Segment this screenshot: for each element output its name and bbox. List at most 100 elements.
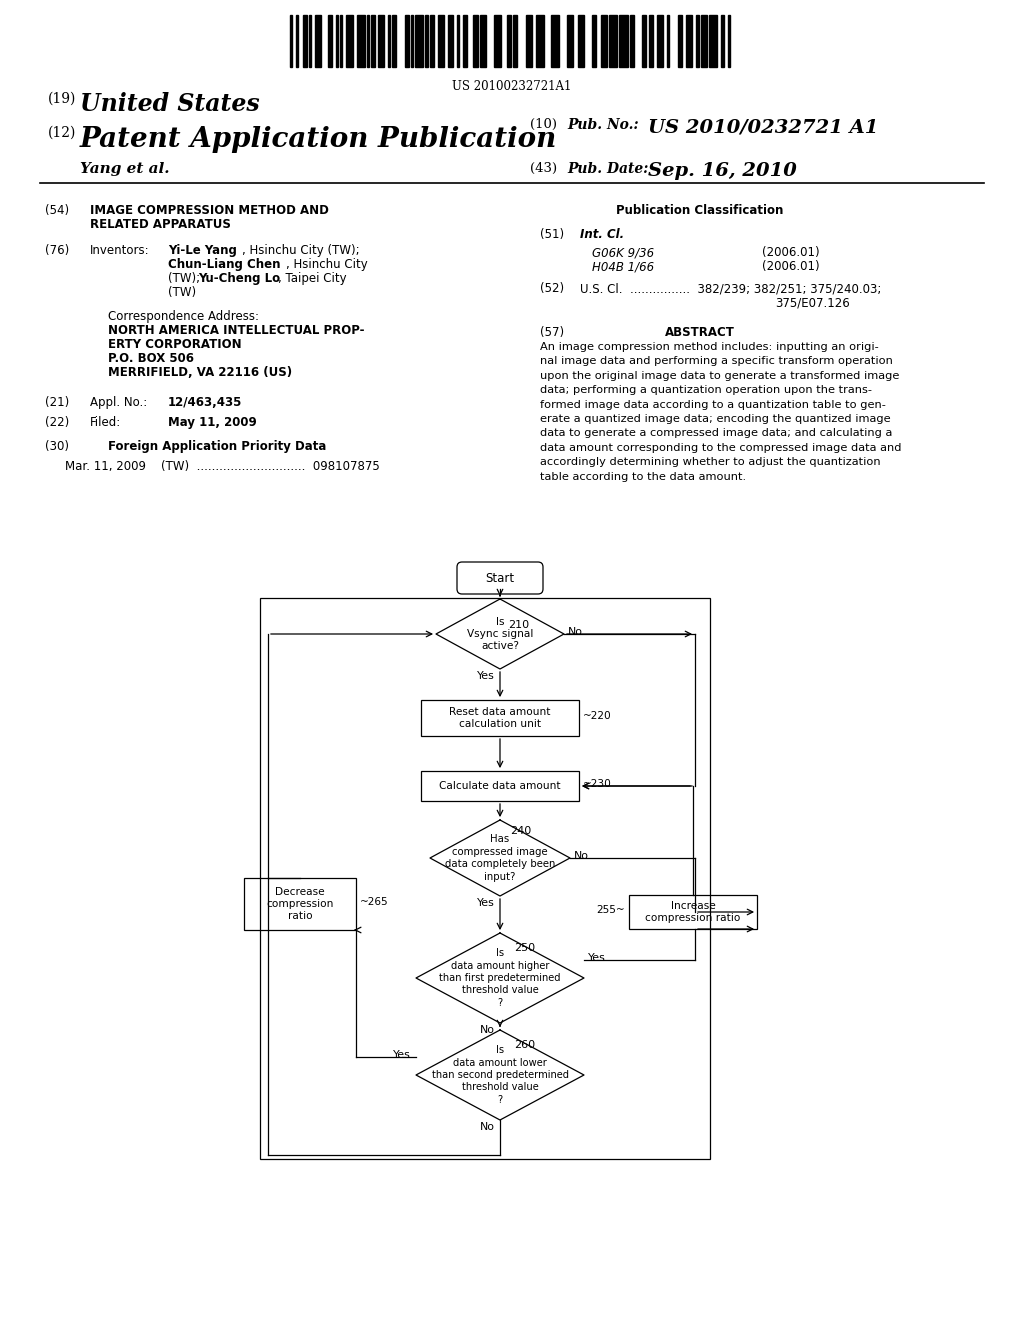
Text: IMAGE COMPRESSION METHOD AND: IMAGE COMPRESSION METHOD AND — [90, 205, 329, 216]
Text: (54): (54) — [45, 205, 70, 216]
Bar — [463, 15, 467, 67]
Bar — [356, 15, 365, 67]
Text: Yes: Yes — [477, 671, 495, 681]
Text: No: No — [568, 627, 583, 638]
Bar — [629, 895, 757, 929]
Text: Sep. 16, 2010: Sep. 16, 2010 — [648, 162, 797, 180]
Text: (21): (21) — [45, 396, 70, 409]
Bar — [513, 15, 517, 67]
Bar — [426, 15, 428, 67]
Text: (52): (52) — [540, 282, 564, 294]
Bar — [421, 700, 579, 737]
Text: 255~: 255~ — [596, 906, 625, 915]
Bar — [388, 15, 390, 67]
Text: 240: 240 — [510, 826, 531, 836]
Text: Publication Classification: Publication Classification — [616, 205, 783, 216]
Bar — [328, 15, 332, 67]
Text: Reset data amount
calculation unit: Reset data amount calculation unit — [450, 706, 551, 729]
Text: Foreign Application Priority Data: Foreign Application Priority Data — [108, 440, 327, 453]
Bar — [709, 15, 718, 67]
Text: Yes: Yes — [477, 898, 495, 908]
Text: ERTY CORPORATION: ERTY CORPORATION — [108, 338, 242, 351]
Text: , Hsinchu City (TW);: , Hsinchu City (TW); — [242, 244, 359, 257]
Text: Correspondence Address:: Correspondence Address: — [108, 310, 259, 323]
Text: (43): (43) — [530, 162, 557, 176]
Text: NORTH AMERICA INTELLECTUAL PROP-: NORTH AMERICA INTELLECTUAL PROP- — [108, 323, 365, 337]
Bar — [536, 15, 545, 67]
Text: US 2010/0232721 A1: US 2010/0232721 A1 — [648, 117, 879, 136]
Bar — [438, 15, 444, 67]
Bar — [648, 15, 652, 67]
Text: , Taipei City: , Taipei City — [278, 272, 347, 285]
Text: Yang et al.: Yang et al. — [80, 162, 170, 176]
Bar — [525, 15, 531, 67]
Bar — [315, 15, 322, 67]
Text: Int. Cl.: Int. Cl. — [580, 228, 624, 242]
Bar — [309, 15, 311, 67]
Text: Increase
compression ratio: Increase compression ratio — [645, 900, 740, 923]
Text: Chun-Liang Chen: Chun-Liang Chen — [168, 257, 281, 271]
Text: (30): (30) — [45, 440, 69, 453]
Bar — [260, 598, 710, 1159]
Bar — [290, 15, 292, 67]
Bar — [411, 15, 413, 67]
Bar — [728, 15, 730, 67]
Bar — [686, 15, 692, 67]
Text: H04B 1/66: H04B 1/66 — [592, 260, 654, 273]
Text: MERRIFIELD, VA 22116 (US): MERRIFIELD, VA 22116 (US) — [108, 366, 292, 379]
Text: Appl. No.:: Appl. No.: — [90, 396, 147, 409]
Text: US 20100232721A1: US 20100232721A1 — [453, 81, 571, 92]
Text: Patent Application Publication: Patent Application Publication — [80, 125, 557, 153]
Bar — [473, 15, 477, 67]
Text: (51): (51) — [540, 228, 564, 242]
Text: (10): (10) — [530, 117, 557, 131]
Text: 12/463,435: 12/463,435 — [168, 396, 243, 409]
Bar — [421, 771, 579, 801]
Bar — [372, 15, 376, 67]
Bar — [457, 15, 459, 67]
Bar — [630, 15, 634, 67]
Bar — [567, 15, 573, 67]
Text: (22): (22) — [45, 416, 70, 429]
Bar — [609, 15, 617, 67]
Text: 250: 250 — [514, 942, 536, 953]
Bar — [430, 15, 434, 67]
Text: Pub. No.:: Pub. No.: — [567, 117, 639, 132]
Text: (19): (19) — [48, 92, 77, 106]
Text: (76): (76) — [45, 244, 70, 257]
Text: (2006.01): (2006.01) — [762, 260, 819, 273]
Text: 210: 210 — [508, 620, 529, 630]
Bar — [656, 15, 664, 67]
Text: Yi-Le Yang: Yi-Le Yang — [168, 244, 237, 257]
Text: May 11, 2009: May 11, 2009 — [168, 416, 257, 429]
Bar — [296, 15, 298, 67]
Text: G06K 9/36: G06K 9/36 — [592, 246, 654, 259]
Text: Decrease
compression
ratio: Decrease compression ratio — [266, 887, 334, 921]
Text: (TW);: (TW); — [168, 272, 204, 285]
Bar — [551, 15, 559, 67]
Text: Inventors:: Inventors: — [90, 244, 150, 257]
Text: Pub. Date:: Pub. Date: — [567, 162, 648, 176]
Text: , Hsinchu City: , Hsinchu City — [286, 257, 368, 271]
Text: Is
data amount lower
than second predetermined
threshold value
?: Is data amount lower than second predete… — [431, 1045, 568, 1105]
Bar — [696, 15, 698, 67]
Bar — [302, 15, 306, 67]
Text: No: No — [480, 1026, 495, 1035]
Text: United States: United States — [80, 92, 260, 116]
Bar — [244, 878, 356, 931]
Text: U.S. Cl.  ................  382/239; 382/251; 375/240.03;: U.S. Cl. ................ 382/239; 382/2… — [580, 282, 882, 294]
Bar — [507, 15, 511, 67]
Bar — [592, 15, 596, 67]
Text: No: No — [480, 1122, 495, 1133]
Text: RELATED APPARATUS: RELATED APPARATUS — [90, 218, 230, 231]
Bar — [368, 15, 370, 67]
Text: An image compression method includes: inputting an origi-
nal image data and per: An image compression method includes: in… — [540, 342, 901, 482]
Bar — [404, 15, 409, 67]
Bar — [346, 15, 352, 67]
Bar — [668, 15, 670, 67]
Bar — [479, 15, 486, 67]
Text: Yes: Yes — [393, 1049, 411, 1060]
Text: 375/E07.126: 375/E07.126 — [775, 297, 850, 310]
Text: (57): (57) — [540, 326, 564, 339]
Text: Filed:: Filed: — [90, 416, 121, 429]
